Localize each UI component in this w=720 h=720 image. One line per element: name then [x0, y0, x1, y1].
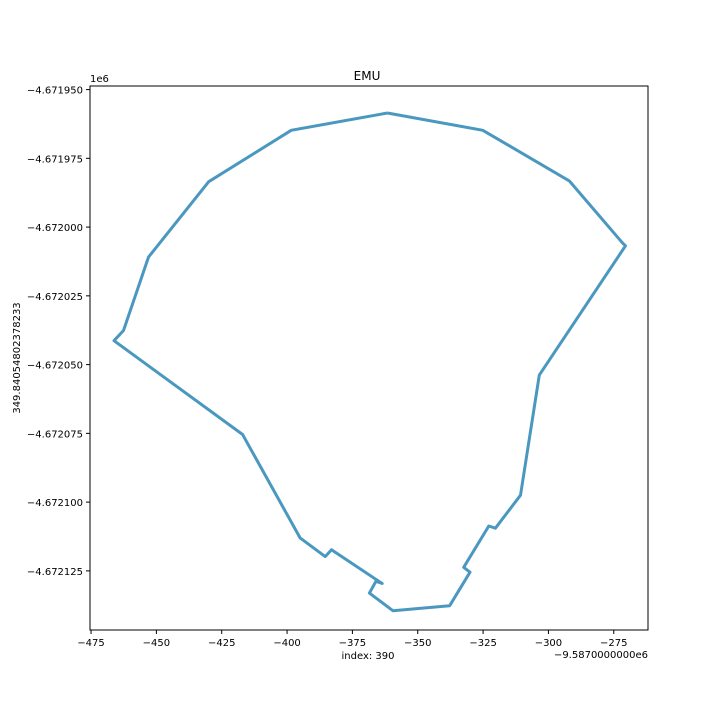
y-offset-label: 1e6	[90, 74, 109, 85]
x-offset-label: −9.5870000000e6	[554, 650, 648, 661]
x-tick-label: −300	[535, 638, 562, 649]
y-tick-label: −4.672050	[27, 361, 83, 372]
y-axis-label: 349.84054802378233	[12, 302, 23, 413]
x-tick-label: −325	[469, 638, 496, 649]
y-tick-label: −4.672025	[27, 292, 83, 303]
x-tick-label: −475	[77, 638, 104, 649]
x-tick-label: −275	[600, 638, 627, 649]
axis-ticks: −475 −450 −425 −400 −375 −350 −325 −300 −275 −4.6…	[27, 86, 628, 649]
chart-title: EMU	[354, 69, 381, 83]
x-tick-label: −400	[273, 638, 300, 649]
y-tick-label: −4.672075	[27, 429, 83, 440]
boundary-line	[112, 111, 627, 613]
x-tick-label: −450	[143, 638, 170, 649]
y-tick-label: −4.672000	[27, 223, 83, 234]
x-tick-label: −425	[208, 638, 235, 649]
plot-frame	[89, 85, 649, 631]
series-layer	[112, 111, 627, 613]
y-tick-label: −4.671975	[27, 154, 83, 165]
y-tick-label: −4.672100	[27, 498, 83, 509]
y-tick-label: −4.672125	[27, 567, 83, 578]
x-tick-label: −375	[339, 638, 366, 649]
x-axis-label: index: 390	[342, 651, 395, 662]
y-tick-label: −4.671950	[27, 86, 83, 97]
x-tick-label: −350	[404, 638, 431, 649]
